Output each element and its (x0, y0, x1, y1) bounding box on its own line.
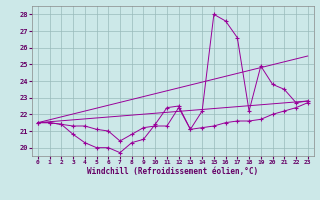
X-axis label: Windchill (Refroidissement éolien,°C): Windchill (Refroidissement éolien,°C) (87, 167, 258, 176)
